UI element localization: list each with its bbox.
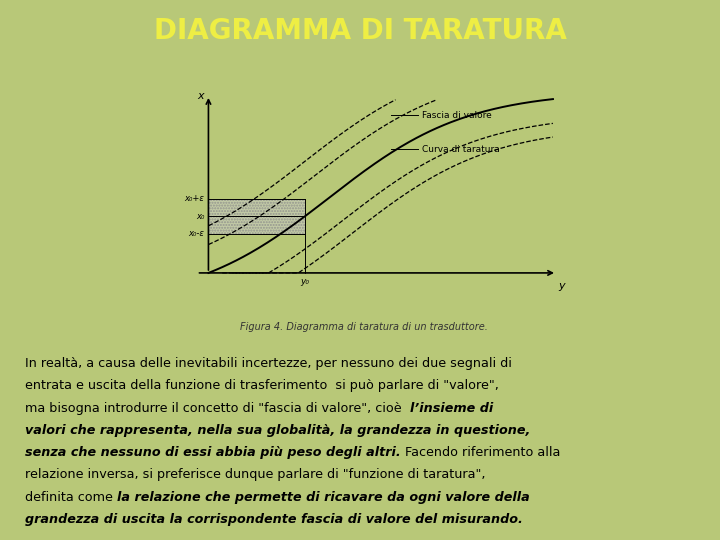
Text: senza che nessuno di essi abbia più peso degli altri.: senza che nessuno di essi abbia più peso… xyxy=(25,446,401,459)
Text: Facendo riferimento alla: Facendo riferimento alla xyxy=(401,446,560,459)
Bar xyxy=(209,199,305,234)
Text: valori che rappresenta, nella sua globalità, la grandezza in questione,: valori che rappresenta, nella sua global… xyxy=(25,424,531,437)
Text: DIAGRAMMA DI TARATURA: DIAGRAMMA DI TARATURA xyxy=(153,17,567,45)
Text: x₀+ε: x₀+ε xyxy=(184,194,204,204)
Text: x: x xyxy=(197,91,204,101)
Text: Curva di taratura: Curva di taratura xyxy=(423,145,500,153)
Text: definita come: definita come xyxy=(25,491,117,504)
Text: relazione inversa, si preferisce dunque parlare di "funzione di taratura",: relazione inversa, si preferisce dunque … xyxy=(25,468,485,482)
Text: Figura 4. Diagramma di taratura di un trasduttore.: Figura 4. Diagramma di taratura di un tr… xyxy=(240,322,487,332)
Text: Fascia di valore: Fascia di valore xyxy=(423,111,492,119)
Text: x₀-ε: x₀-ε xyxy=(189,229,204,238)
Text: l’insieme di: l’insieme di xyxy=(410,402,493,415)
Text: In realtà, a causa delle inevitabili incertezze, per nessuno dei due segnali di: In realtà, a causa delle inevitabili inc… xyxy=(25,357,512,370)
Text: ma bisogna introdurre il concetto di "fascia di valore", cioè: ma bisogna introdurre il concetto di "fa… xyxy=(25,402,410,415)
Bar xyxy=(209,199,305,234)
Text: y₀: y₀ xyxy=(300,277,310,286)
Text: y: y xyxy=(558,281,565,291)
Text: grandezza di uscita la corrispondente fascia di valore del misurando.: grandezza di uscita la corrispondente fa… xyxy=(25,513,523,526)
Text: la relazione che permette di ricavare da ogni valore della: la relazione che permette di ricavare da… xyxy=(117,491,530,504)
Text: entrata e uscita della funzione di trasferimento  si può parlare di "valore",: entrata e uscita della funzione di trasf… xyxy=(25,379,499,392)
Text: x₀: x₀ xyxy=(196,212,204,221)
